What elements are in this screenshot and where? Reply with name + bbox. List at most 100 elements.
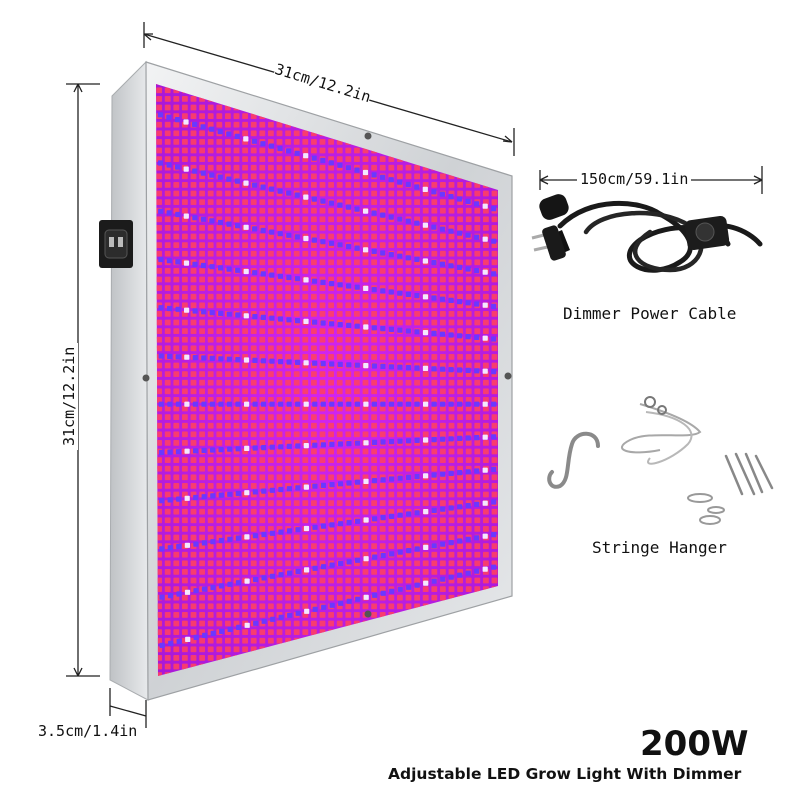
led-accent [295,443,301,449]
led-accent [201,309,207,315]
led-accent [235,535,241,541]
led-accent [184,307,190,313]
led-accent [482,236,488,242]
led-accent [482,269,488,275]
led-accent [260,271,266,277]
led-accent [457,504,463,510]
led-accent [303,153,309,159]
led-accent [193,634,199,640]
led-accent [491,271,497,277]
led-accent [218,583,225,589]
led-accent [312,524,318,530]
mount-screw [142,374,150,382]
led-accent [192,121,198,127]
led-accent [184,401,190,407]
led-accent [337,401,343,407]
led-accent [482,566,488,572]
led-accent [491,466,497,472]
led-accent [167,497,173,503]
led-accent [405,365,412,371]
led-accent [337,202,343,208]
led-accent [422,365,429,371]
led-accent [251,138,257,144]
led-accent [465,435,471,441]
led-accent [320,401,326,407]
led-accent [380,401,386,407]
led-accent [234,178,240,184]
led-accent [465,469,471,475]
led-accent [166,258,172,264]
led-accent [175,449,182,455]
led-accent [234,133,240,139]
led-accent [405,255,411,261]
led-accent [491,206,497,212]
led-accent [261,445,267,451]
led-accent [491,401,497,407]
led-accent [482,335,488,341]
led-accent [371,325,377,331]
led-accent [491,499,497,505]
led-accent [294,150,300,156]
led-accent [158,353,164,359]
led-accent [209,264,215,270]
led-accent [345,165,351,171]
led-accent [269,401,275,407]
led-accent [431,189,437,195]
led-accent [371,363,377,369]
led-accent [269,315,275,321]
led-accent [320,279,326,285]
led-accent [192,401,198,407]
led-accent [311,155,317,161]
led-accent [431,437,437,443]
led-accent [320,482,326,488]
led-accent [312,483,318,489]
mount-screw [364,132,372,140]
led-accent [260,227,266,234]
led-accent [286,401,292,407]
led-accent [209,310,215,316]
led-accent [482,500,488,506]
led-accent [218,356,224,362]
led-accent [414,474,420,480]
led-accent [260,184,266,190]
led-accent [176,591,182,597]
led-accent [286,148,292,154]
led-accent [388,364,394,370]
led-accent [474,301,480,307]
led-accent [465,401,471,407]
led-accent [465,334,471,340]
led-accent [405,181,411,188]
led-accent [201,447,207,453]
led-accent [439,331,446,337]
led-accent [158,401,164,407]
led-accent [295,568,301,575]
led-accent [397,549,403,555]
led-accent [287,570,293,576]
led-accent [218,447,224,453]
led-accent [243,136,249,142]
led-accent [157,112,163,118]
led-accent [269,530,276,536]
led-accent [372,592,378,598]
led-accent [422,258,428,264]
led-accent [243,313,249,319]
led-accent [209,126,215,132]
led-accent [167,593,174,599]
mount-screw [504,372,512,380]
led-accent [474,201,480,207]
led-accent [252,226,258,232]
led-accent [252,357,258,363]
led-accent [355,557,361,563]
led-accent [388,289,394,295]
led-accent [388,401,395,407]
led-accent [210,447,216,453]
led-accent [175,211,181,218]
led-accent [227,446,233,452]
led-accent [474,368,480,374]
led-accent [397,586,403,592]
led-accent [380,477,386,483]
led-accent [372,516,378,522]
led-accent [277,273,283,279]
led-accent [320,320,326,326]
led-accent [303,360,309,366]
